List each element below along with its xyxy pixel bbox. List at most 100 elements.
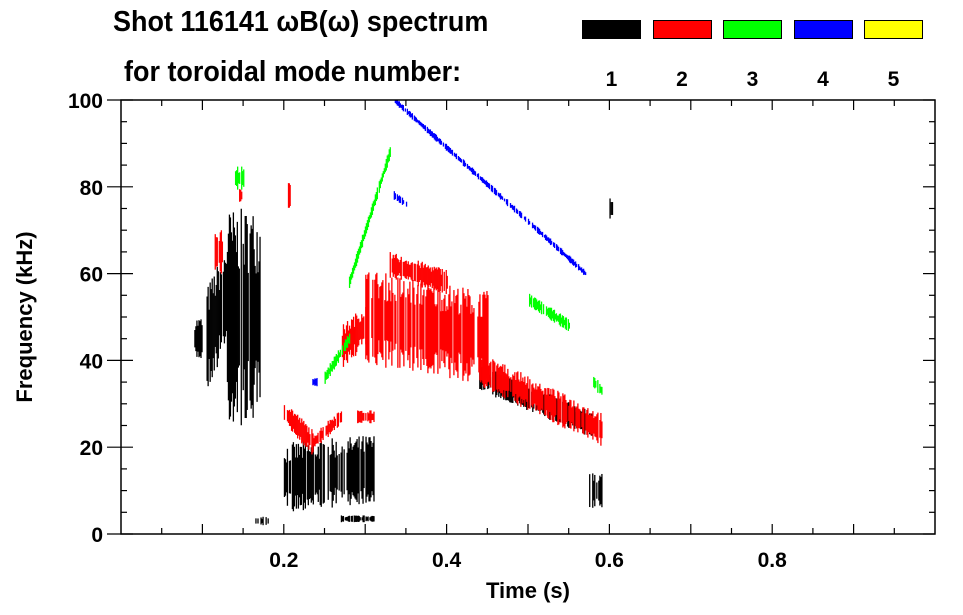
spectral-mark-mode-2 xyxy=(404,260,406,278)
spectral-mark-mode-1 xyxy=(303,448,305,503)
spectral-mark-mode-2 xyxy=(290,409,293,431)
spectral-mark-mode-2 xyxy=(405,297,407,351)
spectral-mark-mode-4 xyxy=(429,129,432,137)
spectral-mark-mode-4 xyxy=(464,162,467,167)
spectral-mark-mode-2 xyxy=(418,265,420,282)
spectral-mark-mode-1 xyxy=(308,451,310,500)
spectral-mark-mode-1 xyxy=(330,454,332,493)
spectral-mark-mode-2 xyxy=(453,290,455,376)
spectral-mark-mode-4 xyxy=(509,203,512,208)
spectral-mark-mode-2 xyxy=(305,424,307,447)
spectral-mark-mode-2 xyxy=(313,438,315,446)
spectral-mark-mode-3 xyxy=(595,381,597,388)
spectral-mark-mode-3 xyxy=(365,223,368,234)
spectral-mark-mode-1 xyxy=(362,515,364,523)
spectral-mark-mode-2 xyxy=(497,363,499,393)
spectral-mark-mode-1 xyxy=(599,475,601,506)
spectral-mark-mode-1 xyxy=(201,325,203,353)
spectral-mark-mode-2 xyxy=(490,361,492,388)
spectral-mark-mode-1 xyxy=(218,289,220,336)
spectral-mark-mode-2 xyxy=(432,270,434,286)
spectral-mark-mode-4 xyxy=(466,163,469,169)
spectral-mark-mode-2 xyxy=(433,266,435,290)
spectral-mark-mode-1 xyxy=(307,445,309,506)
spectral-mark-mode-2 xyxy=(303,420,305,446)
spectral-mark-mode-2 xyxy=(419,268,421,281)
spectral-mark-mode-2 xyxy=(425,267,427,285)
spectral-mark-mode-2 xyxy=(557,390,559,426)
spectral-mark-mode-2 xyxy=(445,269,447,294)
spectral-mark-mode-1 xyxy=(225,263,228,331)
spectral-mark-mode-2 xyxy=(586,409,588,435)
spectral-mark-mode-2 xyxy=(485,298,487,379)
spectral-mark-mode-2 xyxy=(239,189,241,202)
spectral-mark-mode-3 xyxy=(389,147,391,157)
spectral-mark-mode-3 xyxy=(357,248,360,259)
spectral-mark-mode-4 xyxy=(397,196,400,201)
spectral-mark-mode-4 xyxy=(449,148,452,154)
spectral-mark-mode-2 xyxy=(501,366,503,394)
spectral-mark-mode-1 xyxy=(567,402,569,427)
spectral-mark-mode-4 xyxy=(398,101,400,108)
spectral-mark-mode-2 xyxy=(594,416,596,437)
spectral-mark-mode-4 xyxy=(467,165,470,169)
spectral-mark-mode-1 xyxy=(312,445,314,505)
spectral-mark-mode-2 xyxy=(406,263,408,277)
spectral-mark-mode-4 xyxy=(402,105,405,112)
spectral-mark-mode-2 xyxy=(560,396,562,423)
spectral-mark-mode-2 xyxy=(464,298,466,371)
spectral-mark-mode-2 xyxy=(413,287,415,364)
spectral-mark-mode-4 xyxy=(436,136,439,142)
spectral-mark-mode-4 xyxy=(406,108,409,115)
spectral-mark-mode-4 xyxy=(314,378,316,386)
spectral-mark-mode-1 xyxy=(261,518,263,524)
spectral-mark-mode-2 xyxy=(308,427,310,450)
spectral-mark-mode-2 xyxy=(507,368,509,398)
spectral-mark-mode-2 xyxy=(408,294,410,356)
spectral-mark-mode-1 xyxy=(331,438,333,508)
spectral-mark-mode-2 xyxy=(433,284,435,374)
spectral-mark-mode-1 xyxy=(298,454,301,498)
spectral-mark-mode-3 xyxy=(366,220,369,231)
spectral-mark-mode-2 xyxy=(311,429,313,455)
spectral-mark-mode-4 xyxy=(399,196,402,204)
spectral-mark-mode-1 xyxy=(336,455,338,490)
spectral-mark-mode-3 xyxy=(368,215,371,223)
spectral-mark-mode-4 xyxy=(560,248,563,256)
spectral-mark-mode-2 xyxy=(340,411,343,423)
spectral-mark-mode-2 xyxy=(514,372,516,401)
spectral-mark-mode-2 xyxy=(462,287,464,381)
spectral-mark-mode-2 xyxy=(525,384,527,400)
spectral-mark-mode-4 xyxy=(460,159,463,163)
spectral-mark-mode-1 xyxy=(311,449,313,501)
spectral-mark-mode-1 xyxy=(219,272,221,349)
spectral-mark-mode-2 xyxy=(301,418,303,444)
spectral-mark-mode-3 xyxy=(560,317,563,324)
spectral-mark-mode-3 xyxy=(532,298,535,308)
spectral-mark-mode-4 xyxy=(450,149,453,154)
spectral-mark-mode-1 xyxy=(351,515,353,522)
spectral-mark-mode-2 xyxy=(563,395,565,427)
spectral-mark-mode-2 xyxy=(559,398,561,420)
spectral-mark-mode-4 xyxy=(413,115,416,121)
spectral-mark-mode-2 xyxy=(332,420,334,428)
spectral-mark-mode-4 xyxy=(415,117,418,123)
spectral-mark-mode-2 xyxy=(422,267,424,283)
spectral-mark-mode-1 xyxy=(340,452,342,492)
spectral-mark-mode-4 xyxy=(581,269,584,273)
spectral-mark-mode-2 xyxy=(370,410,372,424)
spectral-mark-mode-1 xyxy=(345,516,348,521)
spectral-mark-mode-3 xyxy=(373,199,376,207)
spectral-mark-mode-3 xyxy=(557,315,560,322)
spectral-mark-mode-1 xyxy=(259,236,261,398)
spectral-mark-mode-1 xyxy=(291,444,294,510)
spectral-mark-mode-2 xyxy=(387,300,389,342)
spectral-mark-mode-1 xyxy=(351,449,353,493)
spectral-mark-mode-2 xyxy=(405,260,407,279)
spectral-mark-mode-2 xyxy=(499,366,501,392)
spectral-mark-mode-3 xyxy=(382,171,384,178)
spectral-mark-mode-3 xyxy=(383,168,385,175)
spectral-mark-mode-1 xyxy=(217,271,219,359)
spectral-mark-mode-2 xyxy=(302,422,304,442)
spectral-mark-mode-3 xyxy=(330,364,332,372)
